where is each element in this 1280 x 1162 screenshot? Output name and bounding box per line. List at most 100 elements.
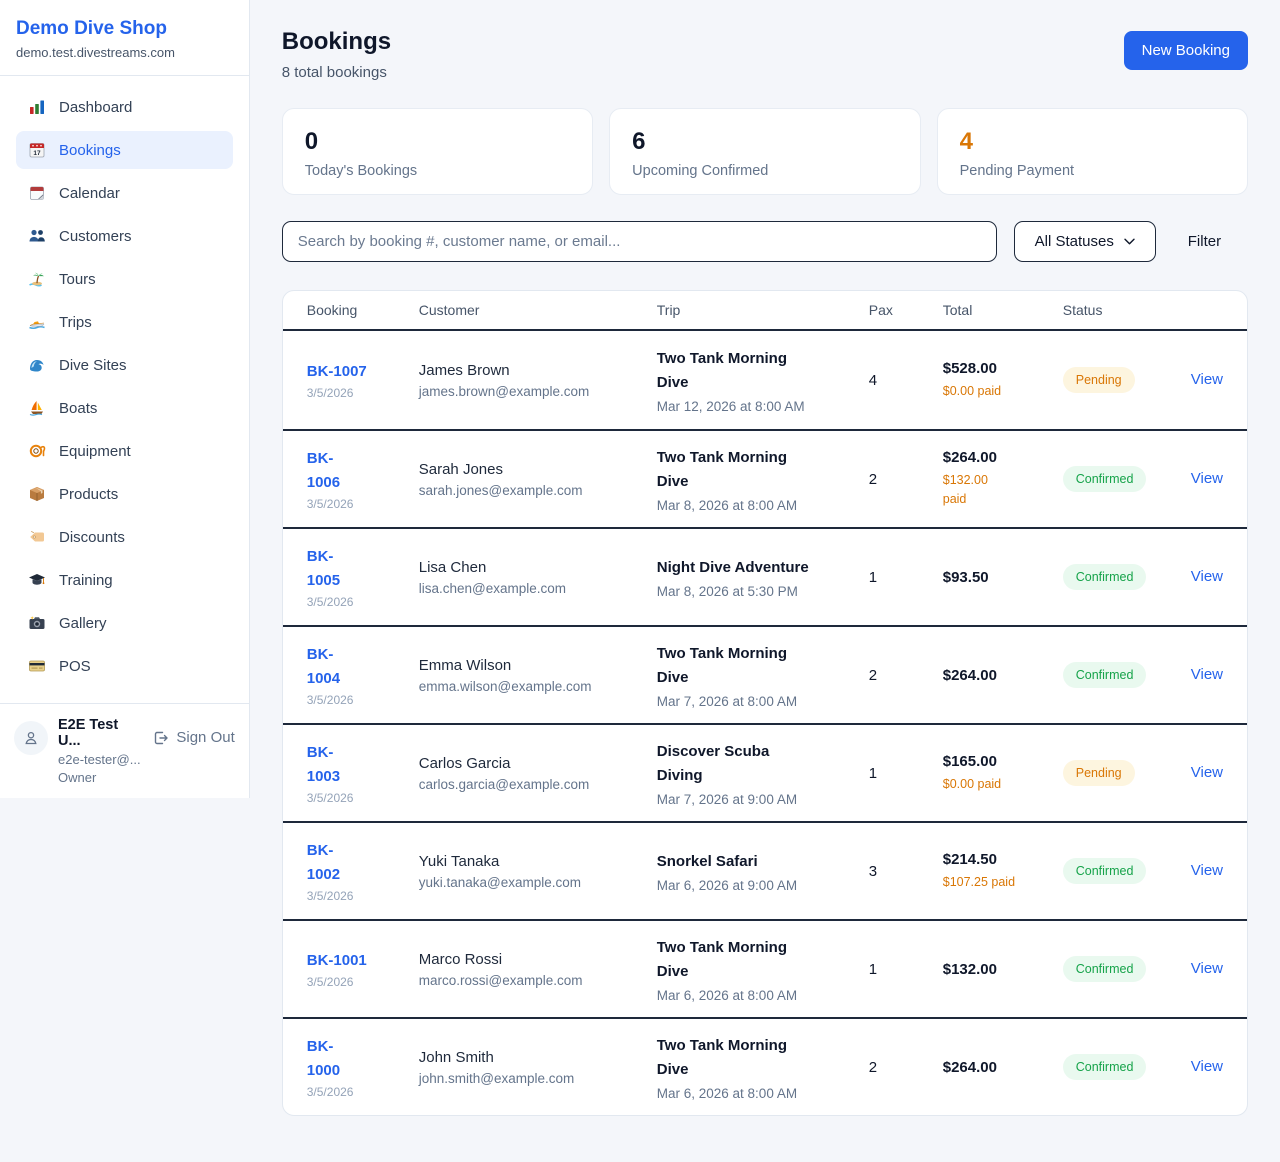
trip-name: Discover Scuba Diving [656,742,770,784]
pax-count: 1 [868,764,878,782]
sidebar-item-label: Discounts [59,528,125,546]
customer-email: yuki.tanaka@example.com [418,874,582,890]
sidebar: Demo Dive Shop demo.test.divestreams.com… [0,0,250,798]
pax-count: 2 [868,666,878,684]
stat-label: Upcoming Confirmed [632,163,769,179]
avatar [14,721,48,755]
total-amount: $264.00 [942,666,997,684]
paid-amount: $0.00 paid [942,776,1002,791]
stat-value: 0 [304,128,319,155]
sidebar-item-dashboard[interactable]: Dashboard [16,88,233,126]
sidebar-item-gallery[interactable]: Gallery [16,604,233,642]
page-header: Bookings 8 total bookings New Booking [282,28,1248,81]
customer-email: james.brown@example.com [418,383,590,399]
booking-id-link[interactable]: BK- 1005 [306,548,341,589]
customer-email: marco.rossi@example.com [418,972,583,988]
customer-name: Sarah Jones [418,460,503,478]
sidebar-item-training[interactable]: Training [16,561,233,599]
table-row: BK- 1003 3/5/2026 Carlos Garcia carlos.g… [282,723,1247,821]
customer-name: John Smith [418,1048,494,1066]
sidebar-item-pos[interactable]: POS [16,647,233,685]
view-link[interactable]: View [1190,666,1223,683]
trip-datetime: Mar 6, 2026 at 8:00 AM [656,1085,798,1101]
stat-label: Today's Bookings [304,163,418,179]
sidebar-item-bookings[interactable]: 17 Bookings [16,131,233,169]
booking-date: 3/5/2026 [306,594,354,609]
paid-amount: $107.25 paid [942,874,1016,889]
page-header-text: Bookings 8 total bookings [282,28,391,81]
column-header-booking: Booking [306,302,358,318]
customer-name: Marco Rossi [418,950,503,968]
sidebar-item-customers[interactable]: Customers [16,217,233,255]
trip-datetime: Mar 12, 2026 at 8:00 AM [656,398,805,414]
view-link[interactable]: View [1190,862,1223,879]
sign-out-button[interactable]: Sign Out [153,729,235,746]
filter-button[interactable]: Filter [1180,225,1229,258]
booking-id-link[interactable]: BK- 1003 [306,744,341,785]
sailboat-icon [29,401,43,416]
booking-date: 3/5/2026 [306,386,354,401]
customer-name: Lisa Chen [418,558,487,576]
total-amount: $93.50 [942,568,989,586]
booking-date: 3/5/2026 [306,1084,354,1099]
sidebar-item-trips[interactable]: Trips [16,303,233,341]
sidebar-item-products[interactable]: Products [16,475,233,513]
page-subtitle: 8 total bookings [281,64,387,81]
pax-count: 3 [868,862,878,880]
customer-name: James Brown [418,361,510,379]
trip-name: Two Tank Morning Dive [656,349,788,391]
column-header-status: Status [1062,302,1103,318]
sidebar-item-label: Tours [59,270,96,288]
table-row: BK-1007 3/5/2026 James Brown james.brown… [283,331,1247,429]
status-select[interactable]: All Statuses [1013,221,1156,262]
stat-value: 6 [632,128,647,155]
customer-name: Emma Wilson [418,656,512,674]
table-row: BK-1001 3/5/2026 Marco Rossi marco.rossi… [282,919,1247,1017]
table-row: BK- 1006 3/5/2026 Sarah Jones sarah.jone… [282,429,1247,527]
view-link[interactable]: View [1190,371,1223,388]
status-badge: Confirmed [1062,564,1147,590]
dive-mask-icon [29,444,46,458]
booking-id-link[interactable]: BK- 1006 [306,450,341,491]
total-amount: $528.00 [942,359,997,377]
booking-id-link[interactable]: BK- 1004 [306,646,341,687]
pax-count: 1 [868,960,878,978]
booking-id-link[interactable]: BK- 1002 [306,842,341,883]
sidebar-item-discounts[interactable]: Discounts [16,518,233,556]
view-link[interactable]: View [1190,1058,1223,1075]
tear-calendar-icon [30,186,44,200]
sidebar-item-label: POS [59,657,91,675]
new-booking-button[interactable]: New Booking [1123,31,1248,70]
column-header-total: Total [942,302,973,318]
booking-id-link[interactable]: BK-1007 [306,362,367,380]
filter-row: All Statuses Filter [281,221,1248,262]
total-amount: $264.00 [942,1058,997,1076]
sidebar-item-tours[interactable]: Tours [16,260,233,298]
island-icon [29,272,44,287]
view-link[interactable]: View [1190,764,1223,781]
view-link[interactable]: View [1190,470,1223,487]
table-row: BK- 1004 3/5/2026 Emma Wilson emma.wilso… [282,625,1247,723]
booking-id-link[interactable]: BK-1001 [306,951,367,969]
status-badge: Confirmed [1062,1054,1147,1080]
camera-icon [29,616,45,629]
trip-datetime: Mar 6, 2026 at 9:00 AM [656,877,798,893]
sidebar-item-dive-sites[interactable]: Dive Sites [16,346,233,384]
status-select-value: All Statuses [1034,233,1114,250]
sidebar-item-boats[interactable]: Boats [16,389,233,427]
booking-id-link[interactable]: BK- 1000 [306,1038,341,1079]
sidebar-item-label: Gallery [59,614,107,632]
user-role: Owner [58,770,97,785]
sidebar-item-label: Dashboard [59,98,133,116]
sidebar-item-calendar[interactable]: Calendar [16,174,233,212]
search-input[interactable] [281,221,997,262]
brand-domain: demo.test.divestreams.com [16,45,175,60]
sidebar-item-equipment[interactable]: Equipment [16,432,233,470]
view-link[interactable]: View [1190,568,1223,585]
view-link[interactable]: View [1190,960,1223,977]
sidebar-item-label: Bookings [59,141,121,159]
customer-email: emma.wilson@example.com [418,678,592,694]
sidebar-item-label: Trips [59,313,92,331]
status-badge: Confirmed [1062,662,1147,688]
